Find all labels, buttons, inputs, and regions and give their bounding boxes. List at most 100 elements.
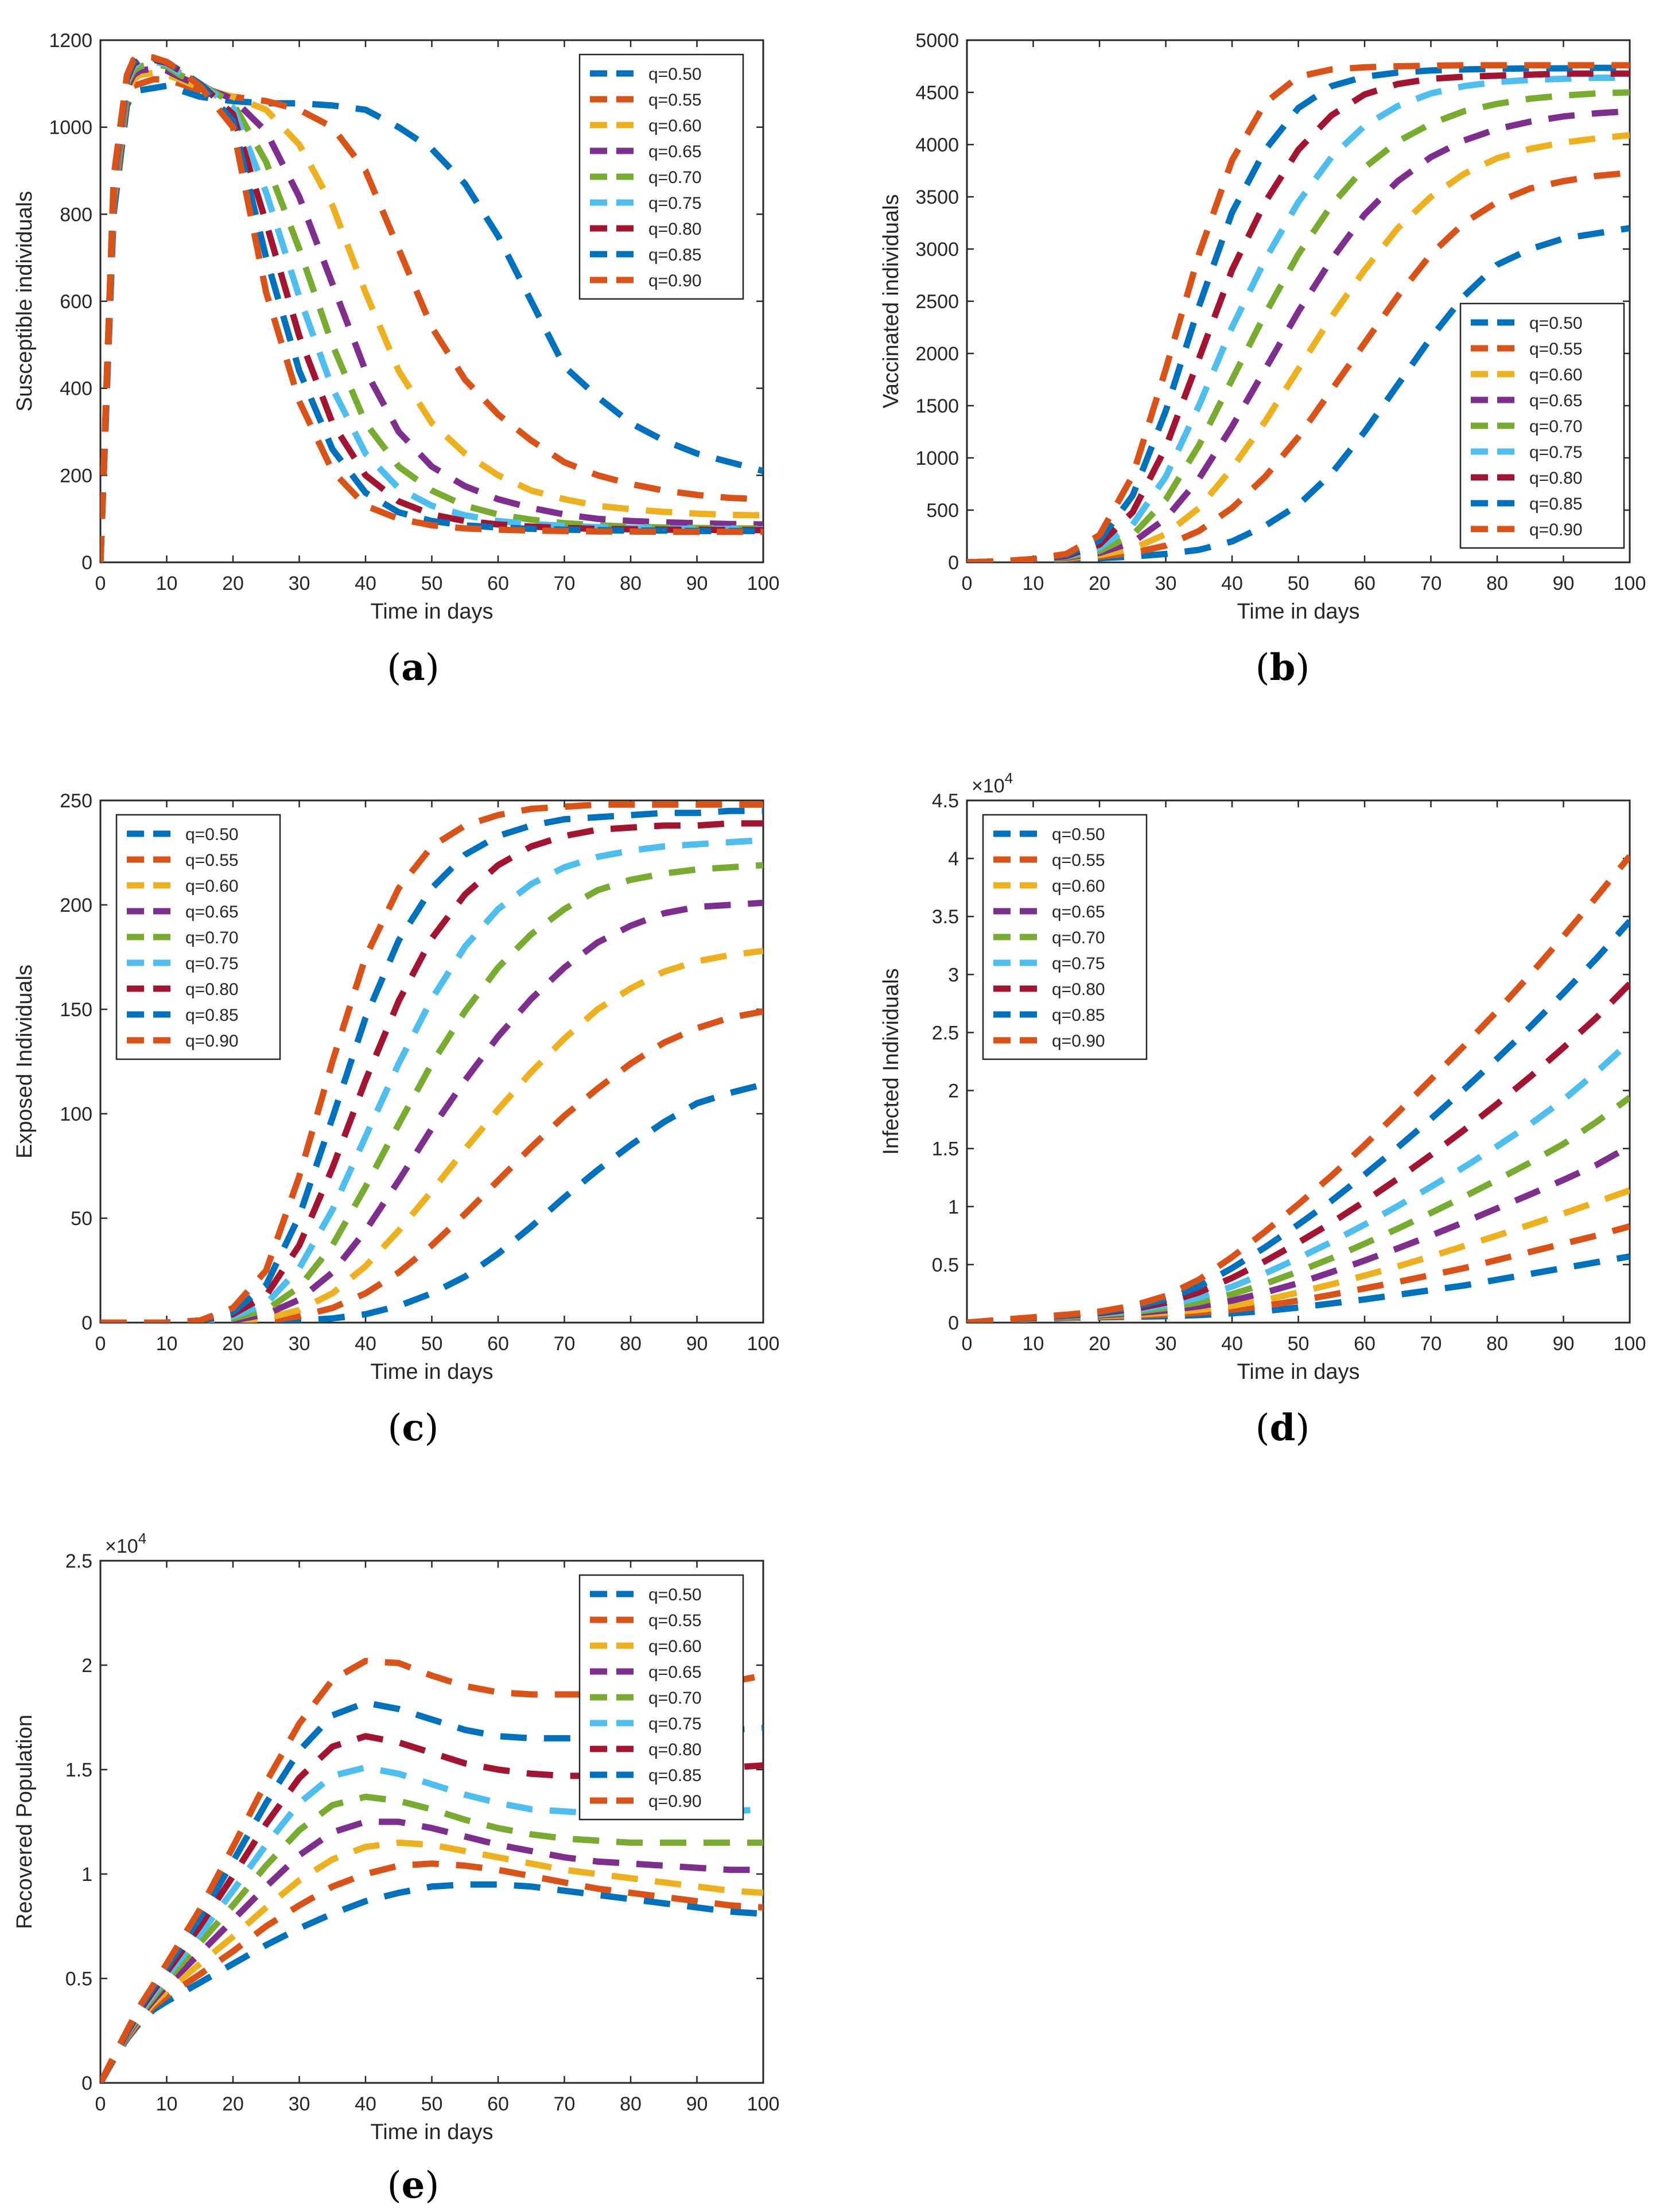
x-tick-label: 70 [554,2093,576,2115]
panel-label-open: ( [1256,1407,1270,1449]
legend-item: q=0.55 [127,851,239,870]
panel-label-open: ( [387,647,401,689]
x-tick-label: 10 [156,1333,178,1355]
x-tick-label: 50 [1288,1333,1310,1355]
y-axis-label: Exposed Individuals [13,965,37,1159]
panel-label: (c) [388,1406,439,1449]
legend-item: q=0.70 [590,168,702,187]
legend-item: q=0.80 [590,1740,702,1759]
legend-label: q=0.90 [1052,1032,1105,1051]
y-axis-label: Infected Individuals [879,968,903,1154]
series-group [100,801,763,1323]
legend-item: q=0.65 [590,1663,702,1682]
legend-item: q=0.65 [590,142,702,161]
legend-item: q=0.65 [993,903,1105,922]
panels: 0 10 20 30 40 50 60 70 80 90 100020040060080010001… [13,30,1646,2207]
series-line-q=0.90 [967,854,1630,1323]
legend-label: q=0.75 [1529,443,1583,462]
x-tick-label: 70 [1420,573,1442,594]
legend-item: q=0.65 [1471,391,1583,410]
x-tick-label: 30 [289,573,310,594]
y-tick-label: 0 [948,552,959,574]
y-tick-label: 50 [71,1208,92,1230]
legend-label: q=0.90 [1529,520,1583,539]
panel-label-letter: a [401,646,425,689]
legend-item: q=0.60 [127,877,239,896]
y-exponent-power: 4 [138,1530,146,1547]
legend-item: q=0.90 [1471,520,1583,539]
x-tick-label: 60 [487,1333,509,1355]
legend-label: q=0.85 [185,1006,239,1025]
y-tick-label: 0.5 [932,1254,959,1276]
x-tick-label: 70 [554,573,576,594]
y-tick-label: 5000 [915,30,959,52]
legend-item: q=0.55 [993,851,1105,870]
y-tick-label: 1 [81,1864,92,1886]
y-tick-label: 1 [948,1196,959,1218]
legend-label: q=0.90 [648,1792,702,1811]
y-tick-label: 400 [60,378,92,400]
y-tick-label: 2.5 [65,1550,92,1572]
legend-item: q=0.60 [1471,366,1583,384]
y-tick-label: 4 [948,848,959,870]
legend-item: q=0.75 [127,954,239,973]
legend-item: q=0.70 [590,1689,702,1708]
panel-label-open: ( [1256,647,1270,689]
panel-label-letter: d [1270,1406,1296,1449]
panel-label-close: ) [424,1407,438,1449]
y-tick-label: 2 [948,1080,959,1102]
legend-item: q=0.70 [1471,417,1583,436]
y-tick-label: 2 [81,1655,92,1677]
x-tick-label: 60 [1354,1333,1376,1355]
y-tick-label: 1000 [915,448,959,469]
legend-label: q=0.85 [1529,495,1583,514]
x-tick-label: 90 [686,2093,708,2115]
legend-item: q=0.85 [993,1006,1105,1025]
x-tick-label: 70 [1420,1333,1442,1355]
legend-item: q=0.50 [590,1585,702,1604]
legend-item: q=0.75 [590,1715,702,1733]
x-tick-label: 10 [156,573,178,594]
y-axis-label: Vaccinated individuals [879,194,903,408]
x-tick-label: 50 [421,573,443,594]
y-tick-label: 3.5 [932,906,959,928]
x-tick-label: 0 [962,1333,973,1355]
x-tick-label: 20 [222,1333,244,1355]
x-tick-label: 10 [156,2093,178,2115]
legend-item: q=0.60 [590,116,702,135]
legend-item: q=0.50 [590,65,702,84]
panel-label-close: ) [1295,647,1310,689]
x-tick-label: 50 [421,2093,443,2115]
panel-label-open: ( [387,2164,402,2207]
series-line-q=0.80 [100,56,763,562]
legend-item: q=0.80 [993,980,1105,999]
y-tick-label: 200 [60,465,92,487]
legend-label: q=0.65 [185,903,239,922]
legend-label: q=0.65 [1529,391,1583,410]
y-tick-label: 500 [926,500,959,522]
legend-label: q=0.60 [648,116,702,135]
series-group [967,62,1630,562]
panel-label-close: ) [425,647,440,689]
y-exponent-power: 4 [1005,769,1013,787]
legend-label: q=0.70 [648,168,702,187]
x-tick-label: 30 [1155,1333,1177,1355]
y-tick-label: 2500 [915,291,959,313]
legend-item: q=0.65 [127,903,239,922]
x-tick-label: 100 [1614,573,1646,594]
y-tick-label: 800 [60,204,92,226]
y-tick-label: 150 [60,999,92,1021]
legend-item: q=0.90 [127,1032,239,1051]
series-group [967,854,1630,1323]
panel-label: (a) [387,646,439,689]
x-tick-label: 20 [222,573,244,594]
chart-panel-d: 0 10 20 30 40 50 60 70 80 90 100 0 0.5 1 1.5 2 2.5 3 3.5 4 4… [879,769,1646,1449]
legend-label: q=0.55 [648,91,702,110]
series-line-q=0.50 [100,1081,763,1323]
series-line-q=0.90 [967,62,1630,562]
legend-item: q=0.55 [590,91,702,110]
panel-label-close: ) [425,2164,439,2207]
x-tick-label: 90 [686,1333,708,1355]
y-tick-label: 1200 [49,30,92,52]
legend-label: q=0.70 [1052,928,1105,947]
